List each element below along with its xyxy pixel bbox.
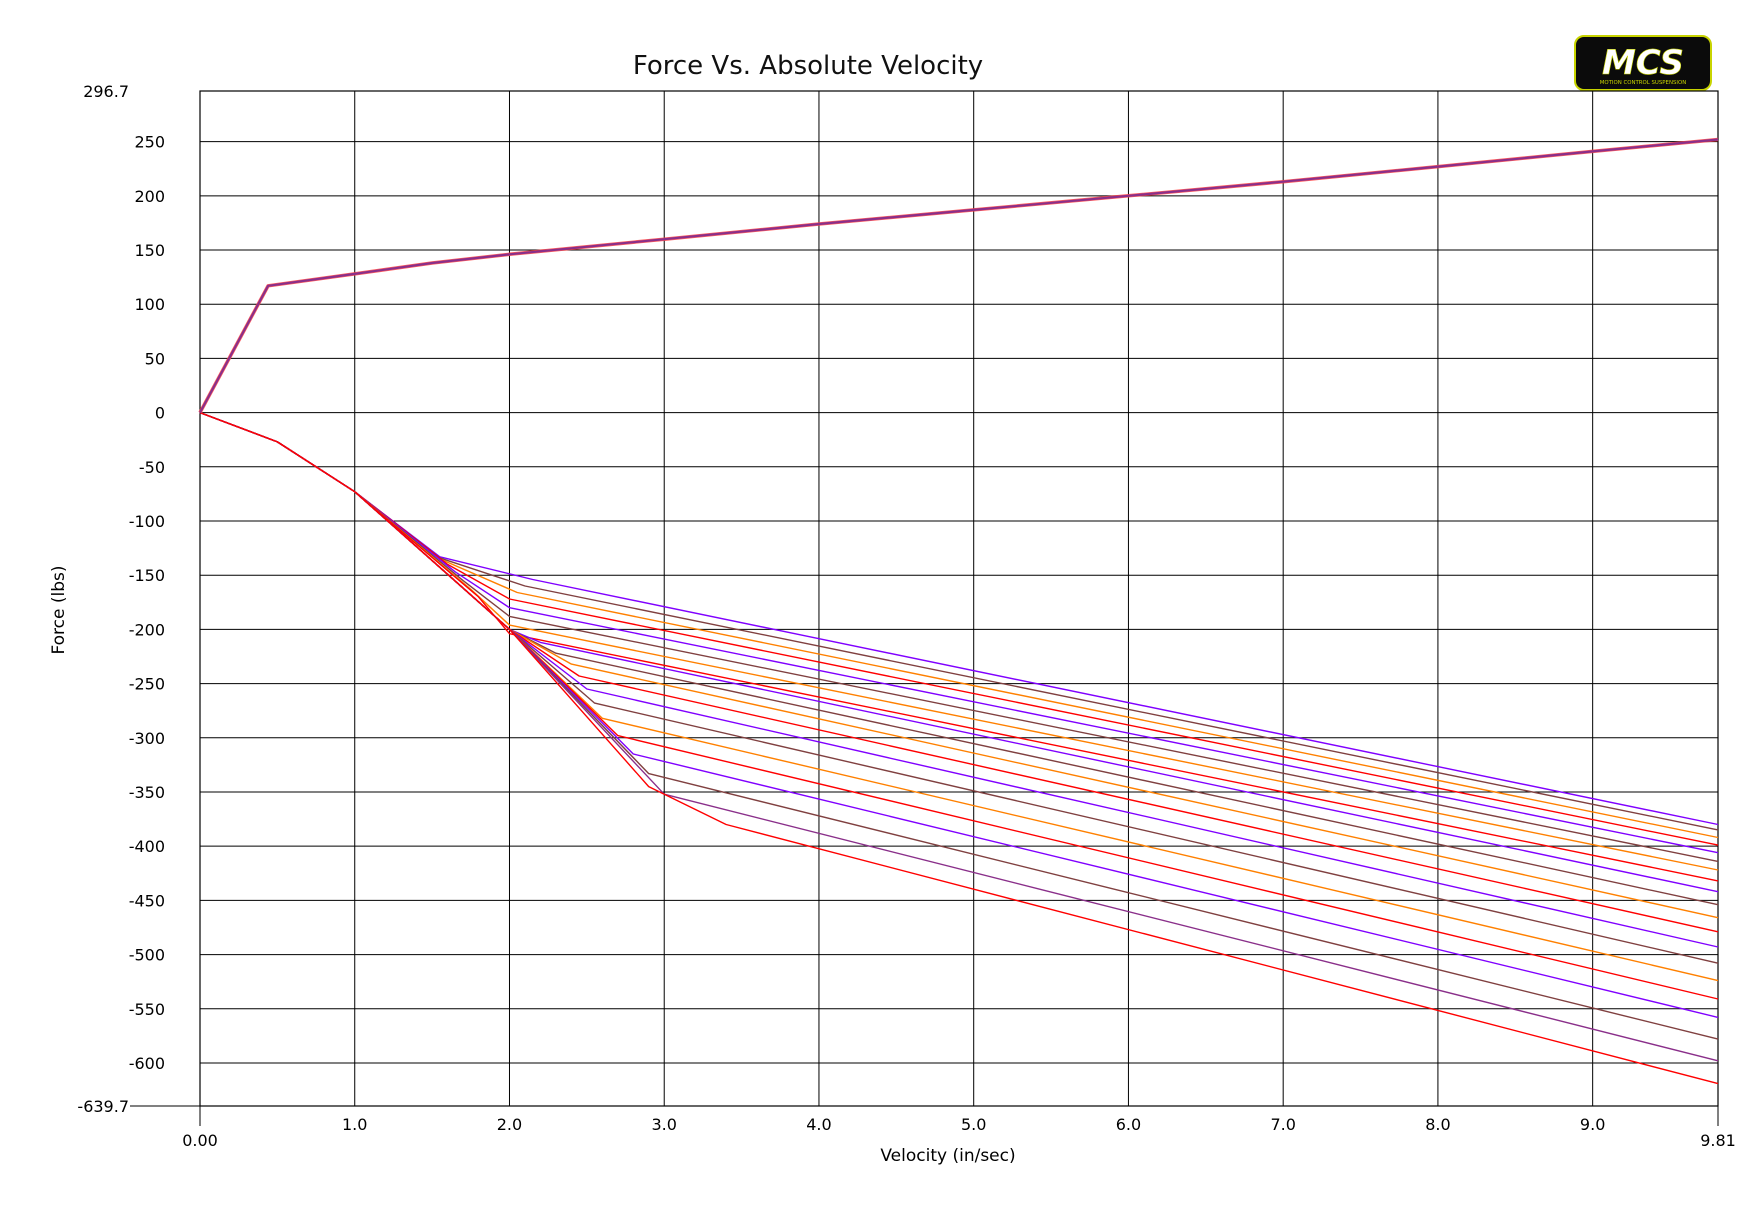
y-tick-label: 296.7 <box>83 82 129 101</box>
logo-tagline: MOTION CONTROL SUSPENSION <box>1600 80 1687 86</box>
compression-series-line-7 <box>199 411 1719 871</box>
y-tick-label: -250 <box>129 675 165 694</box>
y-tick-label: -550 <box>129 1000 165 1019</box>
y-tick-label: 0 <box>155 404 165 423</box>
compression-series-line-2 <box>199 411 1719 831</box>
y-tick-label: 250 <box>134 133 165 152</box>
compression-series-line-10 <box>199 411 1719 906</box>
y-tick-label: -200 <box>129 620 165 639</box>
y-tick-label: -350 <box>129 783 165 802</box>
y-tick-label: -500 <box>129 946 165 965</box>
mcs-logo: MCS MOTION CONTROL SUSPENSION <box>1574 35 1712 91</box>
y-tick-label: -400 <box>129 837 165 856</box>
x-tick-label: 5.0 <box>961 1115 986 1134</box>
y-tick-label: -450 <box>129 891 165 910</box>
compression-series-line-5 <box>199 411 1719 854</box>
x-tick-label: 1.0 <box>342 1115 367 1134</box>
x-tick-label: 2.0 <box>497 1115 522 1134</box>
x-tick-label: 8.0 <box>1425 1115 1450 1134</box>
axes: 296.7 250 200 150 100 50 0 -50 -100 -150 -200 -250 -… <box>77 82 1735 1150</box>
plot-border <box>199 90 1719 1107</box>
grid <box>199 90 1719 1107</box>
compression-series-line-6 <box>199 411 1719 863</box>
x-tick-label: 0.00 <box>182 1131 218 1150</box>
x-tick-label: 9.0 <box>1580 1115 1605 1134</box>
y-tick-label: -100 <box>129 512 165 531</box>
compression-series-line-8 <box>199 411 1719 882</box>
series-group <box>198 137 1719 1085</box>
x-tick-label: 3.0 <box>651 1115 676 1134</box>
y-tick-label: 50 <box>145 349 165 368</box>
x-tick-label: 4.0 <box>806 1115 831 1134</box>
x-tick-label: 9.81 <box>1700 1131 1736 1150</box>
y-tick-label: 200 <box>134 187 165 206</box>
y-axis-title: Force (lbs) <box>49 565 69 654</box>
compression-series-line-11 <box>199 411 1719 919</box>
x-axis-title: Velocity (in/sec) <box>880 1146 1015 1166</box>
chart-title: Force Vs. Absolute Velocity <box>633 51 983 81</box>
y-tick-label: -639.7 <box>77 1097 129 1116</box>
y-tick-label: 150 <box>134 241 165 260</box>
rebound-curve <box>199 138 1719 414</box>
y-tick-label: -150 <box>129 566 165 585</box>
x-tick-label: 6.0 <box>1116 1115 1141 1134</box>
compression-series-line-19 <box>199 411 1719 1062</box>
rebound-curve-under <box>198 137 1719 414</box>
y-tick-label: -600 <box>129 1054 165 1073</box>
compression-series-line-1 <box>199 411 1719 826</box>
y-tick-label: -50 <box>139 458 165 477</box>
x-tick-label: 7.0 <box>1270 1115 1295 1134</box>
y-tick-label: 100 <box>134 295 165 314</box>
compression-series-line-4 <box>199 411 1719 846</box>
compression-series-line-9 <box>199 411 1719 893</box>
y-tick-label: -300 <box>129 729 165 748</box>
logo-text: MCS <box>1602 43 1684 83</box>
logo-badge <box>1574 35 1712 91</box>
compression-series-line-20 <box>199 411 1719 1085</box>
compression-series-line-12 <box>199 411 1719 933</box>
